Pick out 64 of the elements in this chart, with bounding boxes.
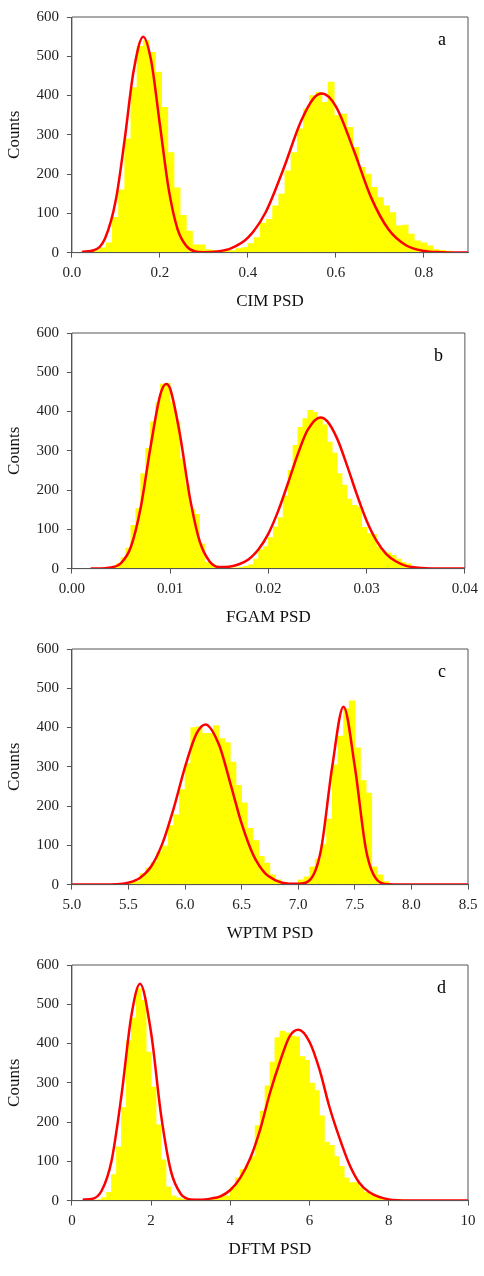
x-tick-label: 0.02 xyxy=(255,579,282,596)
y-tick-label: 100 xyxy=(36,1152,59,1169)
y-tick-label: 500 xyxy=(36,363,59,380)
x-tick-label: 0.00 xyxy=(58,579,86,596)
annotation: a xyxy=(438,28,446,49)
x-tick-label: 10 xyxy=(460,1211,476,1228)
y-tick-label: 100 xyxy=(36,204,59,221)
y-tick-label: 100 xyxy=(36,836,59,853)
x-axis-title: FGAM PSD xyxy=(226,607,311,627)
annotation: b xyxy=(433,344,443,365)
y-tick-label: 100 xyxy=(36,520,59,537)
y-tick-label: 400 xyxy=(36,86,59,103)
x-tick-label: 6 xyxy=(305,1211,314,1228)
x-tick-label: 5.0 xyxy=(62,895,82,912)
x-tick-label: 8.5 xyxy=(458,895,478,912)
x-tick-label: 0.01 xyxy=(157,579,184,596)
y-axis-title: Counts xyxy=(3,426,23,475)
x-tick-label: 6.0 xyxy=(175,895,195,912)
y-tick-label: 500 xyxy=(36,995,59,1012)
y-axis-title: Counts xyxy=(3,1058,23,1107)
x-tick-label: 0.0 xyxy=(62,263,82,280)
x-tick-label: 5.5 xyxy=(119,895,138,912)
x-tick-label: 2 xyxy=(147,1211,155,1228)
annotation: d xyxy=(437,976,446,997)
y-tick-label: 500 xyxy=(36,679,59,696)
y-axis-title: Counts xyxy=(3,110,23,159)
x-tick-label: 8 xyxy=(385,1211,393,1228)
y-tick-label: 600 xyxy=(36,639,59,656)
y-tick-label: 600 xyxy=(36,323,59,340)
y-tick-label: 200 xyxy=(36,1113,59,1129)
y-tick-label: 0 xyxy=(51,559,59,576)
y-tick-label: 300 xyxy=(36,1073,59,1090)
y-tick-label: 300 xyxy=(36,125,59,142)
x-axis-title: DFTM PSD xyxy=(228,1239,312,1259)
y-tick-label: 0 xyxy=(51,1191,59,1208)
y-tick-label: 200 xyxy=(36,481,59,497)
x-tick-label: 0.6 xyxy=(326,263,346,280)
x-tick-label: 7.5 xyxy=(345,895,365,912)
y-tick-label: 600 xyxy=(36,7,59,24)
x-tick-label: 0.04 xyxy=(451,579,479,596)
x-tick-label: 0 xyxy=(68,1211,76,1228)
y-tick-label: 400 xyxy=(36,718,59,735)
x-tick-label: 0.2 xyxy=(150,263,170,280)
y-tick-label: 600 xyxy=(36,955,59,972)
x-tick-label: 0.4 xyxy=(238,263,258,280)
x-axis-title: WPTM PSD xyxy=(226,923,314,943)
y-axis-title: Counts xyxy=(3,742,23,791)
y-tick-label: 200 xyxy=(36,797,59,813)
annotation: c xyxy=(438,660,446,681)
y-tick-label: 0 xyxy=(51,243,59,260)
x-tick-label: 6.5 xyxy=(232,895,252,912)
x-tick-label: 7.0 xyxy=(288,895,308,912)
y-tick-label: 400 xyxy=(36,402,59,419)
x-tick-label: 0.03 xyxy=(353,579,380,596)
y-tick-label: 400 xyxy=(36,1034,59,1051)
y-tick-label: 300 xyxy=(36,441,59,458)
y-tick-label: 200 xyxy=(36,165,59,181)
y-tick-label: 0 xyxy=(51,875,59,892)
y-tick-label: 500 xyxy=(36,47,59,64)
y-tick-label: 300 xyxy=(36,757,59,774)
x-tick-label: 8.0 xyxy=(402,895,421,912)
x-tick-label: 4 xyxy=(226,1211,235,1228)
x-tick-label: 0.8 xyxy=(414,263,434,280)
x-axis-title: CIM PSD xyxy=(236,291,304,311)
